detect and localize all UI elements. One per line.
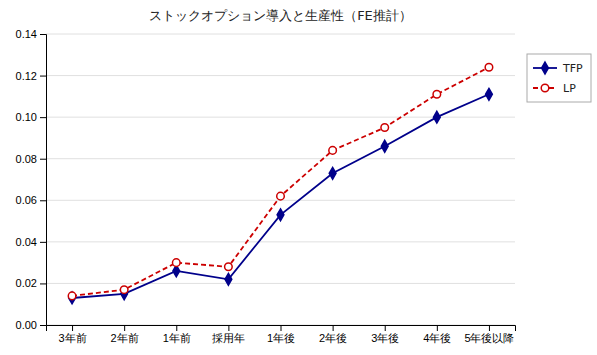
x-tick-mark xyxy=(228,325,229,331)
y-tick: 0.06 xyxy=(16,194,46,206)
marks xyxy=(68,63,492,303)
y-tick: 0.12 xyxy=(16,70,46,82)
x-tick: 3年前 xyxy=(58,325,86,344)
marker xyxy=(277,192,285,200)
legend-marker xyxy=(542,62,549,74)
marker xyxy=(69,292,76,304)
y-tick-mark xyxy=(40,242,46,243)
grid-line xyxy=(46,75,515,76)
series xyxy=(68,63,492,299)
y-tick-mark xyxy=(40,159,46,160)
grid-line xyxy=(46,283,515,284)
x-tick-mark xyxy=(333,325,334,331)
marker xyxy=(172,259,180,267)
marker xyxy=(433,111,440,123)
y-tick-label: 0.06 xyxy=(16,194,37,206)
y-axis-line xyxy=(40,35,47,326)
y-tick: 0.14 xyxy=(16,28,46,40)
y-tick: 0.10 xyxy=(16,111,46,123)
grid-line xyxy=(46,34,515,35)
y-tick-label: 0.04 xyxy=(16,236,37,248)
x-tick: 1年前 xyxy=(163,325,191,344)
x-tick-mark xyxy=(281,325,282,331)
x-tick: 4年後 xyxy=(423,325,451,344)
x-tick-mark xyxy=(489,325,490,331)
x-tick: 1年後 xyxy=(267,325,295,344)
legend-item: TFP xyxy=(533,62,583,75)
legend: TFP LP xyxy=(527,54,591,102)
x-tick: 3年後 xyxy=(371,325,399,344)
x-tick-label: 2年前 xyxy=(111,332,139,344)
x-tick-label: 1年後 xyxy=(267,332,295,344)
grid xyxy=(46,34,515,325)
y-tick: 0.08 xyxy=(16,153,46,165)
y-tick-mark xyxy=(40,76,46,77)
x-tick-label: 2年後 xyxy=(319,332,347,344)
x-tick-label: 1年前 xyxy=(163,332,191,344)
x-tick: 採用年 xyxy=(212,325,245,344)
x-tick-label: 5年後以降 xyxy=(464,332,514,344)
y-tick-label: 0.08 xyxy=(16,153,37,165)
chart: 0.00 0.02 0.04 0.06 0.08 0.10 0.12 0.14 3年前 2年前 1年… xyxy=(0,0,597,355)
grid-line xyxy=(46,241,515,242)
marker xyxy=(381,140,388,152)
x-tick-mark xyxy=(385,325,386,331)
y-tick-mark xyxy=(40,34,46,35)
marker xyxy=(225,263,233,271)
legend-box xyxy=(527,54,591,102)
marker xyxy=(381,124,389,132)
series xyxy=(69,88,493,303)
x-axis-line xyxy=(47,326,516,332)
y-tick-mark xyxy=(40,117,46,118)
x-tick-label: 4年後 xyxy=(423,332,451,344)
marker xyxy=(433,90,441,98)
series-line xyxy=(72,67,489,296)
marker xyxy=(120,286,128,294)
marker xyxy=(486,88,493,100)
x-tick-mark xyxy=(124,325,125,331)
marker xyxy=(329,147,337,155)
y-tick: 0.02 xyxy=(16,277,46,289)
legend-item: LP xyxy=(533,82,576,95)
legend-label: LP xyxy=(563,82,576,95)
marker xyxy=(329,167,336,179)
series-line xyxy=(72,94,489,298)
y-tick-label: 0.10 xyxy=(16,111,37,123)
y-tick-label: 0.02 xyxy=(16,277,37,289)
y-tick-label: 0.00 xyxy=(16,319,37,331)
grid-line xyxy=(46,158,515,159)
y-tick-mark xyxy=(40,325,46,326)
y-tick: 0.00 xyxy=(16,319,46,331)
x-tick-label: 3年後 xyxy=(371,332,399,344)
legend-marker xyxy=(541,84,549,92)
y-tick-label: 0.14 xyxy=(16,28,37,40)
title: ストックオプション導入と生産性（FE推計） xyxy=(149,8,412,23)
plot-area: 0.00 0.02 0.04 0.06 0.08 0.10 0.12 0.14 3年前 2年前 1年… xyxy=(16,28,516,344)
x-axis: 3年前 2年前 1年前 採用年 1年後 2年後 3年後 4年後 5年後以降 xyxy=(47,325,516,344)
y-axis: 0.00 0.02 0.04 0.06 0.08 0.10 0.12 0.14 xyxy=(16,28,47,331)
y-tick-label: 0.12 xyxy=(16,70,37,82)
marker xyxy=(485,63,493,71)
x-tick-label: 採用年 xyxy=(212,332,245,344)
y-tick-mark xyxy=(40,200,46,201)
x-tick-mark xyxy=(176,325,177,331)
x-tick: 5年後以降 xyxy=(464,325,514,344)
x-tick: 2年後 xyxy=(319,325,347,344)
grid-line xyxy=(46,117,515,118)
legend-label: TFP xyxy=(562,62,583,75)
x-tick-mark xyxy=(437,325,438,331)
marker xyxy=(68,292,76,300)
y-tick: 0.04 xyxy=(16,236,46,248)
x-tick: 2年前 xyxy=(111,325,139,344)
x-tick-mark xyxy=(72,325,73,331)
marker xyxy=(277,209,284,221)
x-tick-label: 3年前 xyxy=(58,332,86,344)
y-tick-mark xyxy=(40,283,46,284)
marker xyxy=(225,273,232,285)
